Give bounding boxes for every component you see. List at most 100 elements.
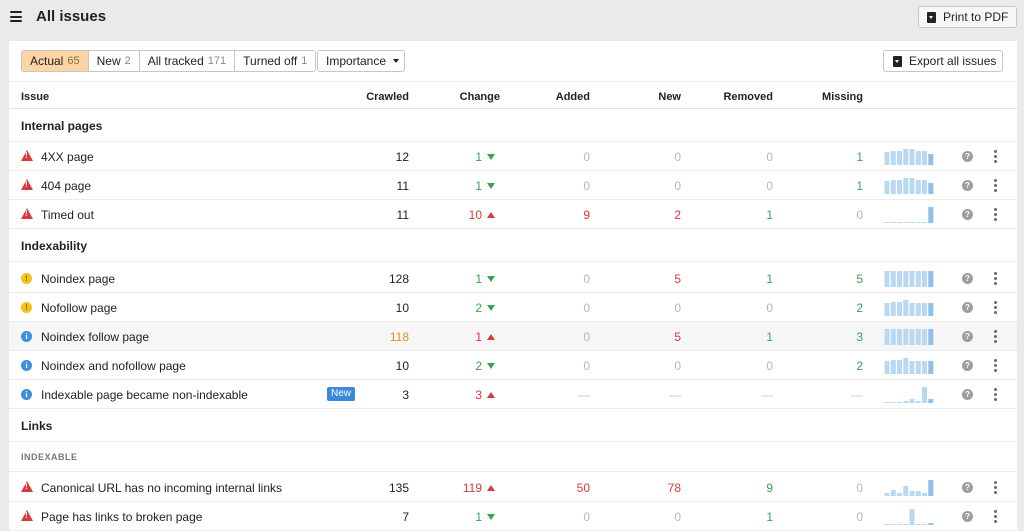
missing-value[interactable]: 2 xyxy=(856,359,863,373)
menu-icon[interactable] xyxy=(10,11,22,22)
help-icon[interactable]: ? xyxy=(962,273,973,284)
removed-value[interactable]: 0 xyxy=(766,359,773,373)
missing-value[interactable]: 0 xyxy=(856,208,863,222)
change-cell[interactable]: 1 xyxy=(475,510,495,524)
issue-name[interactable]: Nofollow page xyxy=(41,301,118,315)
more-options-icon[interactable] xyxy=(994,510,997,523)
issue-name[interactable]: Page has links to broken page xyxy=(41,510,203,524)
col-change[interactable]: Change xyxy=(459,91,500,103)
change-cell[interactable]: 10 xyxy=(469,208,495,222)
issue-name[interactable]: Noindex and nofollow page xyxy=(41,359,186,373)
help-icon[interactable]: ? xyxy=(962,209,973,220)
change-cell[interactable]: 1 xyxy=(475,150,495,164)
removed-value[interactable]: 1 xyxy=(766,510,773,524)
crawled-value[interactable]: 12 xyxy=(395,150,409,164)
crawled-value[interactable]: 10 xyxy=(395,359,409,373)
export-all-issues-button[interactable]: Export all issues xyxy=(883,50,1003,72)
more-options-icon[interactable] xyxy=(994,481,997,494)
issue-row[interactable]: Page has links to broken page 7 1 0 0 1 0? xyxy=(9,502,1017,531)
issue-row[interactable]: i Noindex follow page 118 1 0 5 1 3? xyxy=(9,322,1017,351)
help-icon[interactable]: ? xyxy=(962,180,973,191)
added-value[interactable]: 0 xyxy=(583,150,590,164)
crawled-value[interactable]: 128 xyxy=(388,272,409,286)
new-value[interactable]: 0 xyxy=(674,301,681,315)
more-options-icon[interactable] xyxy=(994,272,997,285)
issue-row[interactable]: Canonical URL has no incoming internal l… xyxy=(9,473,1017,502)
issue-name[interactable]: Timed out xyxy=(41,208,94,222)
crawled-value[interactable]: 7 xyxy=(402,510,409,524)
more-options-icon[interactable] xyxy=(994,208,997,221)
added-value[interactable]: 9 xyxy=(583,208,590,222)
missing-value[interactable]: 5 xyxy=(856,272,863,286)
col-issue[interactable]: Issue xyxy=(21,91,50,103)
removed-value[interactable]: 1 xyxy=(766,272,773,286)
issue-name[interactable]: Noindex follow page xyxy=(41,330,150,344)
removed-value[interactable]: 1 xyxy=(766,208,773,222)
crawled-value[interactable]: 135 xyxy=(388,481,409,495)
more-options-icon[interactable] xyxy=(994,150,997,163)
help-icon[interactable]: ? xyxy=(962,511,973,522)
more-options-icon[interactable] xyxy=(994,330,997,343)
missing-value[interactable]: 1 xyxy=(856,150,863,164)
issue-name[interactable]: Indexable page became non-indexable xyxy=(41,388,248,402)
more-options-icon[interactable] xyxy=(994,179,997,192)
change-cell[interactable]: 1 xyxy=(475,272,495,286)
added-value[interactable]: 0 xyxy=(583,359,590,373)
col-missing[interactable]: Missing xyxy=(822,91,863,103)
crawled-value[interactable]: 11 xyxy=(396,179,409,193)
missing-value[interactable]: — xyxy=(851,388,863,402)
added-value[interactable]: 50 xyxy=(576,481,590,495)
change-cell[interactable]: 2 xyxy=(475,359,495,373)
new-value[interactable]: 78 xyxy=(667,481,681,495)
new-value[interactable]: 2 xyxy=(674,208,681,222)
tab-turned-off[interactable]: Turned off 1 xyxy=(235,51,316,71)
help-icon[interactable]: ? xyxy=(962,151,973,162)
new-value[interactable]: 5 xyxy=(674,272,681,286)
change-cell[interactable]: 2 xyxy=(475,301,495,315)
col-removed[interactable]: Removed xyxy=(723,91,773,103)
added-value[interactable]: 0 xyxy=(583,179,590,193)
more-options-icon[interactable] xyxy=(994,388,997,401)
added-value[interactable]: 0 xyxy=(583,510,590,524)
crawled-value[interactable]: 3 xyxy=(402,388,409,402)
help-icon[interactable]: ? xyxy=(962,360,973,371)
removed-value[interactable]: 1 xyxy=(766,330,773,344)
issue-name[interactable]: 404 page xyxy=(41,179,92,193)
help-icon[interactable]: ? xyxy=(962,482,973,493)
issue-row[interactable]: 4XX page 12 1 0 0 0 1? xyxy=(9,142,1017,171)
added-value[interactable]: 0 xyxy=(583,301,590,315)
change-cell[interactable]: 3 xyxy=(475,388,495,402)
tab-actual[interactable]: Actual 65 xyxy=(22,51,89,71)
tab-all-tracked[interactable]: All tracked 171 xyxy=(139,51,236,71)
added-value[interactable]: — xyxy=(578,388,590,402)
removed-value[interactable]: 0 xyxy=(766,179,773,193)
change-cell[interactable]: 1 xyxy=(475,179,495,193)
new-value[interactable]: — xyxy=(669,388,681,402)
crawled-value[interactable]: 11 xyxy=(396,208,409,222)
missing-value[interactable]: 0 xyxy=(856,510,863,524)
removed-value[interactable]: — xyxy=(761,388,773,402)
new-value[interactable]: 0 xyxy=(674,510,681,524)
new-value[interactable]: 0 xyxy=(674,359,681,373)
removed-value[interactable]: 0 xyxy=(766,301,773,315)
col-new[interactable]: New xyxy=(658,91,681,103)
issue-row[interactable]: i Indexable page became non-indexable New 3… xyxy=(9,380,1017,409)
crawled-value[interactable]: 118 xyxy=(389,330,409,344)
issue-name[interactable]: Canonical URL has no incoming internal l… xyxy=(41,481,283,495)
added-value[interactable]: 0 xyxy=(583,330,590,344)
new-value[interactable]: 0 xyxy=(674,150,681,164)
new-value[interactable]: 0 xyxy=(674,179,681,193)
missing-value[interactable]: 0 xyxy=(856,481,863,495)
tab-new[interactable]: New 2 xyxy=(88,51,140,71)
removed-value[interactable]: 9 xyxy=(766,481,773,495)
help-icon[interactable]: ? xyxy=(962,302,973,313)
help-icon[interactable]: ? xyxy=(962,331,973,342)
col-crawled[interactable]: Crawled xyxy=(366,91,409,103)
more-options-icon[interactable] xyxy=(994,301,997,314)
missing-value[interactable]: 3 xyxy=(856,330,863,344)
importance-dropdown[interactable]: Importance xyxy=(317,50,405,72)
missing-value[interactable]: 1 xyxy=(856,179,863,193)
change-cell[interactable]: 1 xyxy=(475,330,495,344)
issue-row[interactable]: ! Noindex page 128 1 0 5 1 5? xyxy=(9,264,1017,293)
